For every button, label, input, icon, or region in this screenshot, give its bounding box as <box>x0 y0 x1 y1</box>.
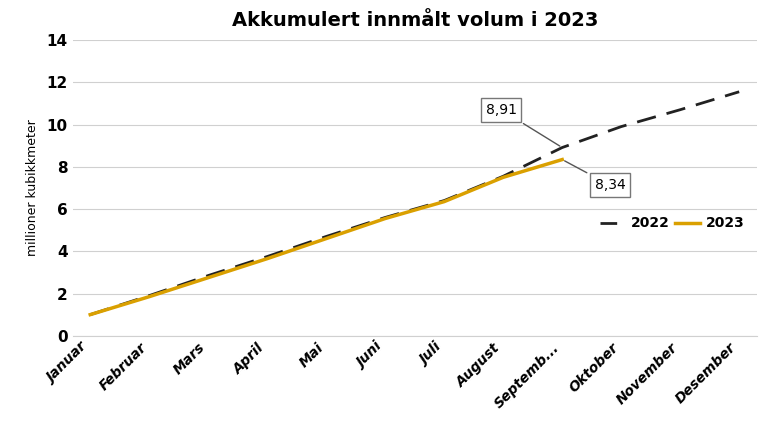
Text: 8,91: 8,91 <box>485 103 560 146</box>
Y-axis label: millioner kubikkmeter: millioner kubikkmeter <box>26 119 39 256</box>
Legend: 2022, 2023: 2022, 2023 <box>594 211 750 236</box>
Title: Akkumulert innmålt volum i 2023: Akkumulert innmålt volum i 2023 <box>231 11 598 30</box>
Text: 8,34: 8,34 <box>564 161 625 192</box>
